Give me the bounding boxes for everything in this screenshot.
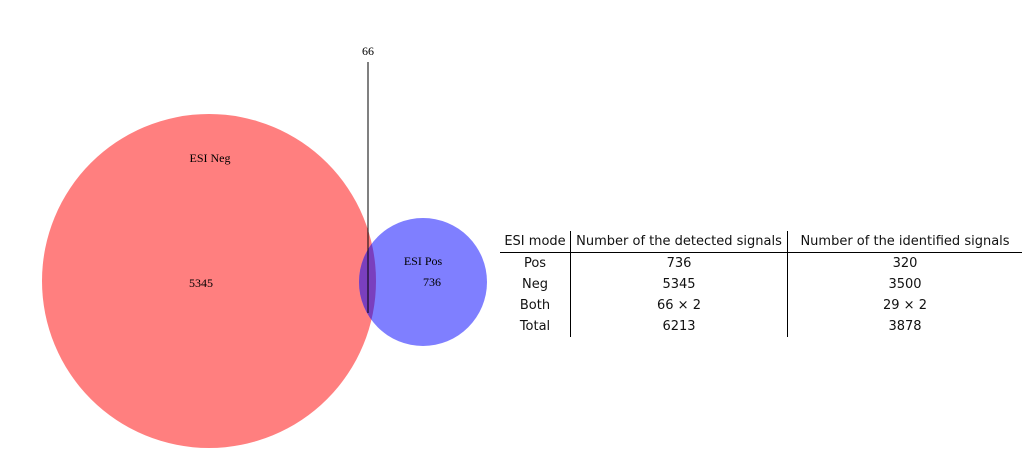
esi-pos-circle [359, 218, 487, 346]
cell-identified: 3878 [888, 319, 922, 334]
cell-detected: 6213 [570, 316, 788, 337]
cell-detected: 736 [570, 252, 788, 274]
esi-neg-label: ESI Neg [190, 151, 231, 165]
table-row: Both 66 × 2 29 × 2 [500, 295, 1022, 316]
cell-detected: 5345 [570, 274, 788, 295]
table-header-row: ESI mode Number of the detected signals … [500, 231, 1022, 253]
esi-pos-label: ESI Pos [404, 254, 443, 268]
esi-neg-circle [42, 114, 376, 448]
cell-mode: Pos [500, 252, 571, 274]
cell-mode: Both [500, 295, 571, 316]
cell-mode: Total [500, 316, 571, 337]
header-detected-signals: Number of the detected signals [570, 231, 788, 253]
signal-summary-table: ESI mode Number of the detected signals … [500, 231, 1022, 337]
overlap-count-label: 66 [362, 44, 374, 58]
esi-neg-count: 5345 [189, 276, 213, 290]
table-row: Neg 5345 3500 [500, 274, 1022, 295]
header-identified-signals: Number of the identified signals [787, 231, 1022, 253]
cell-detected: 66 × 2 [570, 295, 788, 316]
table-row: Total 6213 3878 [500, 316, 1022, 337]
esi-pos-count: 736 [423, 275, 441, 289]
cell-mode: Neg [500, 274, 571, 295]
header-esi-mode: ESI mode [500, 231, 571, 253]
venn-diagram: 66 ESI Neg 5345 ESI Pos 736 [42, 44, 487, 448]
cell-identified: 3500 [888, 277, 922, 292]
cell-identified: 320 [892, 256, 918, 271]
cell-identified: 29 × 2 [883, 298, 927, 313]
table-row: Pos 736 320 [500, 252, 1022, 274]
